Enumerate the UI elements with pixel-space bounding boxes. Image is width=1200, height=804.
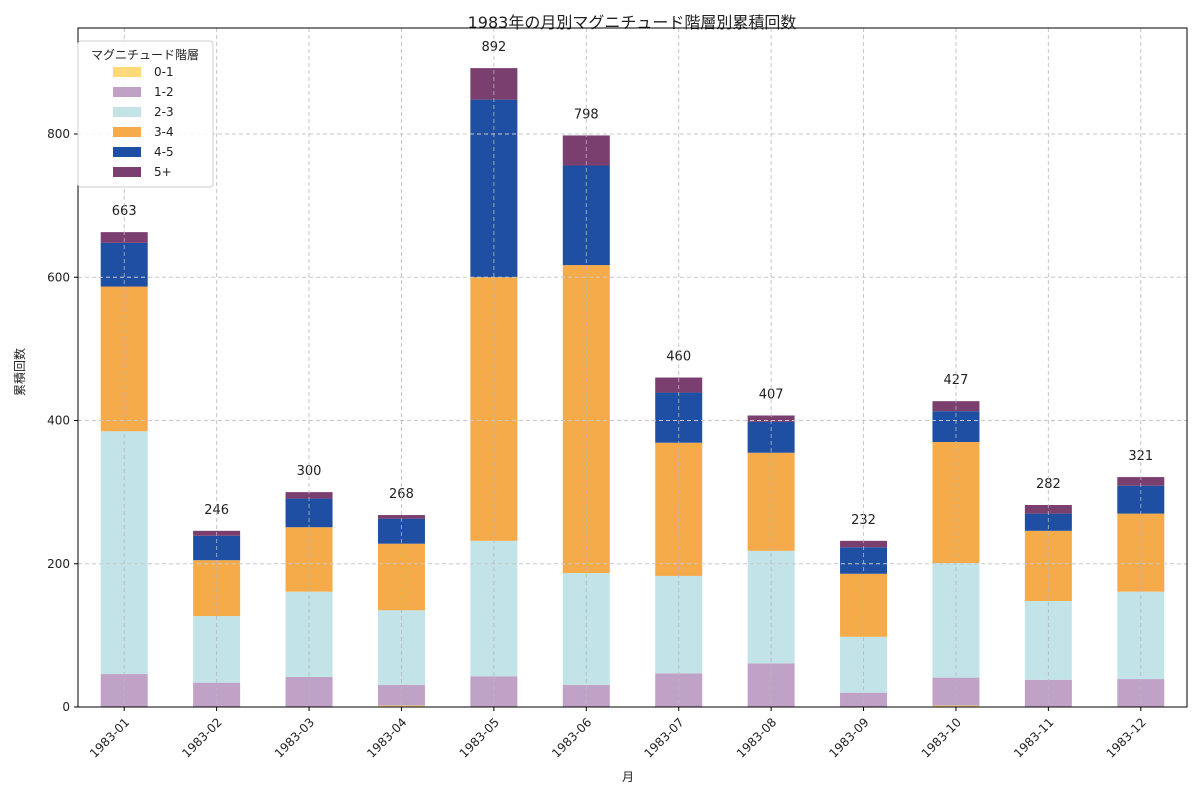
bar-segment-4-5 bbox=[100, 242, 148, 287]
x-tick-label: 1983-12 bbox=[1104, 715, 1149, 760]
bar-segment-0-1 bbox=[377, 705, 425, 707]
y-tick-label: 800 bbox=[47, 127, 70, 141]
legend-label: 0-1 bbox=[154, 65, 174, 79]
bar-segment-4-5 bbox=[562, 165, 610, 266]
x-tick-label: 1983-06 bbox=[549, 715, 594, 760]
bar-segment-2-3 bbox=[193, 616, 241, 683]
bar-segment-1-2 bbox=[840, 692, 888, 707]
y-tick-label: 0 bbox=[62, 700, 70, 714]
legend-swatch-0-1 bbox=[113, 67, 141, 77]
bar-segment-3-4 bbox=[285, 527, 333, 592]
legend-label: 1-2 bbox=[154, 85, 174, 99]
bar-segment-5+ bbox=[1024, 505, 1072, 514]
bar-segment-3-4 bbox=[932, 441, 980, 564]
legend-swatch-5+ bbox=[113, 167, 141, 177]
total-label: 246 bbox=[204, 503, 229, 518]
legend-swatch-2-3 bbox=[113, 107, 141, 117]
x-tick-label: 1983-08 bbox=[734, 715, 779, 760]
y-tick-label: 400 bbox=[47, 414, 70, 428]
x-tick-label: 1983-11 bbox=[1011, 715, 1056, 760]
legend-swatch-4-5 bbox=[113, 147, 141, 157]
plot-frame bbox=[77, 27, 1188, 708]
legend-label: 3-4 bbox=[154, 125, 174, 139]
bar-segment-5+ bbox=[377, 515, 425, 519]
bar-segment-5+ bbox=[840, 540, 888, 548]
x-tick-label: 1983-07 bbox=[641, 715, 686, 760]
y-tick-label: 600 bbox=[47, 270, 70, 284]
x-axis-label: 月 bbox=[622, 770, 634, 784]
bar-segment-1-2 bbox=[747, 663, 795, 707]
x-tick-label: 1983-04 bbox=[364, 715, 409, 760]
bar-segment-5+ bbox=[747, 415, 795, 422]
x-tick-label: 1983-01 bbox=[87, 715, 132, 760]
legend-label: 4-5 bbox=[154, 145, 174, 159]
legend-swatch-1-2 bbox=[113, 87, 141, 97]
y-axis-label: 累積回数 bbox=[12, 348, 27, 396]
bar-segment-4-5 bbox=[1024, 513, 1072, 531]
y-tick-label: 200 bbox=[47, 557, 70, 571]
bar-segment-5+ bbox=[1117, 477, 1165, 486]
x-tick-label: 1983-02 bbox=[179, 715, 224, 760]
legend-label: 5+ bbox=[154, 165, 172, 179]
bar-segment-5+ bbox=[100, 232, 148, 243]
bar-segment-2-3 bbox=[1117, 591, 1165, 680]
x-tick-label: 1983-09 bbox=[826, 715, 871, 760]
bar-segment-3-4 bbox=[747, 452, 795, 551]
legend-label: 2-3 bbox=[154, 105, 174, 119]
x-tick-label: 1983-03 bbox=[272, 715, 317, 760]
legend-box bbox=[77, 40, 214, 188]
x-tick-label: 1983-10 bbox=[919, 715, 964, 760]
chart-title: 1983年の月別マグニチュード階層別累積回数 bbox=[468, 13, 797, 32]
legend-swatch-3-4 bbox=[113, 127, 141, 137]
bar-segment-5+ bbox=[285, 492, 333, 499]
legend-title: マグニチュード階層 bbox=[91, 47, 199, 62]
bar-segment-0-1 bbox=[932, 705, 980, 707]
x-tick-label: 1983-05 bbox=[457, 715, 502, 760]
total-label: 268 bbox=[389, 487, 414, 502]
total-label: 892 bbox=[481, 40, 506, 55]
